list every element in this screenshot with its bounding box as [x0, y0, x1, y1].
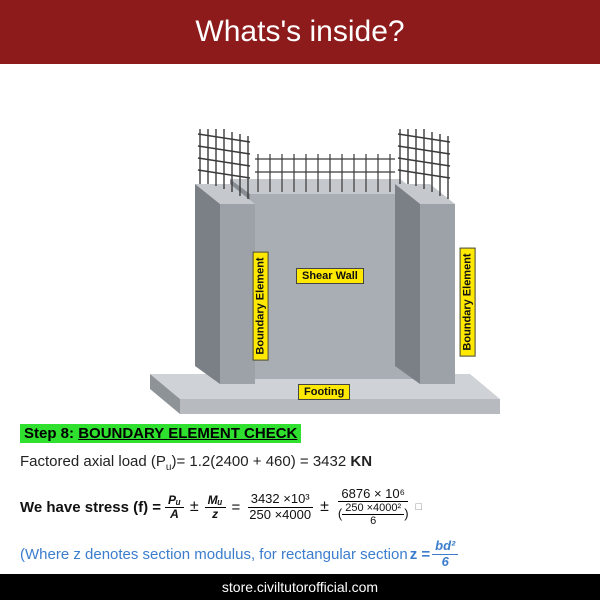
be-right-front [420, 204, 455, 384]
footer-bar: store.civiltutorofficial.com [0, 574, 600, 600]
where-note: (Where z denotes section modulus, for re… [20, 539, 580, 569]
plus-minus-1: ± [188, 498, 201, 516]
where-z: z = [410, 546, 430, 563]
label-shear-wall: Shear Wall [296, 268, 364, 284]
frac-mu-z: Mᵤ z [205, 494, 226, 521]
be-right-side [395, 184, 420, 384]
header-banner: Whats's inside? [0, 0, 600, 64]
label-boundary-right: Boundary Element [460, 247, 476, 356]
where-text: (Where z denotes section modulus, for re… [20, 546, 408, 563]
frac-6876: 6876 × 10⁶ ( 250 ×4000² 6 ) [335, 487, 412, 527]
wall-front [250, 194, 420, 379]
be-left-front [220, 204, 255, 384]
equals-1: = [230, 499, 243, 516]
frac-pu-a: Pᵤ A [165, 494, 184, 521]
step-title: BOUNDARY ELEMENT CHECK [78, 425, 297, 442]
plus-minus-2: ± [318, 498, 331, 516]
diagram-svg [0, 64, 600, 420]
be-left-side [195, 184, 220, 384]
label-boundary-left: Boundary Element [253, 251, 269, 360]
stress-formula-line: We have stress (f) = Pᵤ A ± Mᵤ z = 3432 … [20, 487, 580, 527]
step-heading: Step 8: BOUNDARY ELEMENT CHECK [20, 424, 301, 443]
axial-mid: )= 1.2(2400 + 460) = 3432 [171, 453, 350, 470]
frac-3432: 3432 ×10³ 250 ×4000 [246, 492, 314, 522]
trailing-box: □ [416, 501, 423, 513]
footer-text: store.civiltutorofficial.com [222, 579, 378, 595]
axial-prefix: Factored axial load (P [20, 453, 166, 470]
axial-unit: KN [350, 453, 372, 470]
axial-load-line: Factored axial load (Pu)= 1.2(2400 + 460… [20, 453, 580, 473]
content-area: Step 8: BOUNDARY ELEMENT CHECK Factored … [0, 420, 600, 569]
footing-front [180, 399, 500, 414]
step-number: Step 8: [24, 425, 78, 442]
label-footing: Footing [298, 384, 350, 400]
frac-bd2-6: bd² 6 [432, 539, 458, 569]
header-title: Whats's inside? [195, 15, 404, 49]
stress-prefix: We have stress (f) = [20, 499, 161, 516]
shear-wall-diagram: Shear Wall Boundary Element Boundary Ele… [0, 64, 600, 420]
